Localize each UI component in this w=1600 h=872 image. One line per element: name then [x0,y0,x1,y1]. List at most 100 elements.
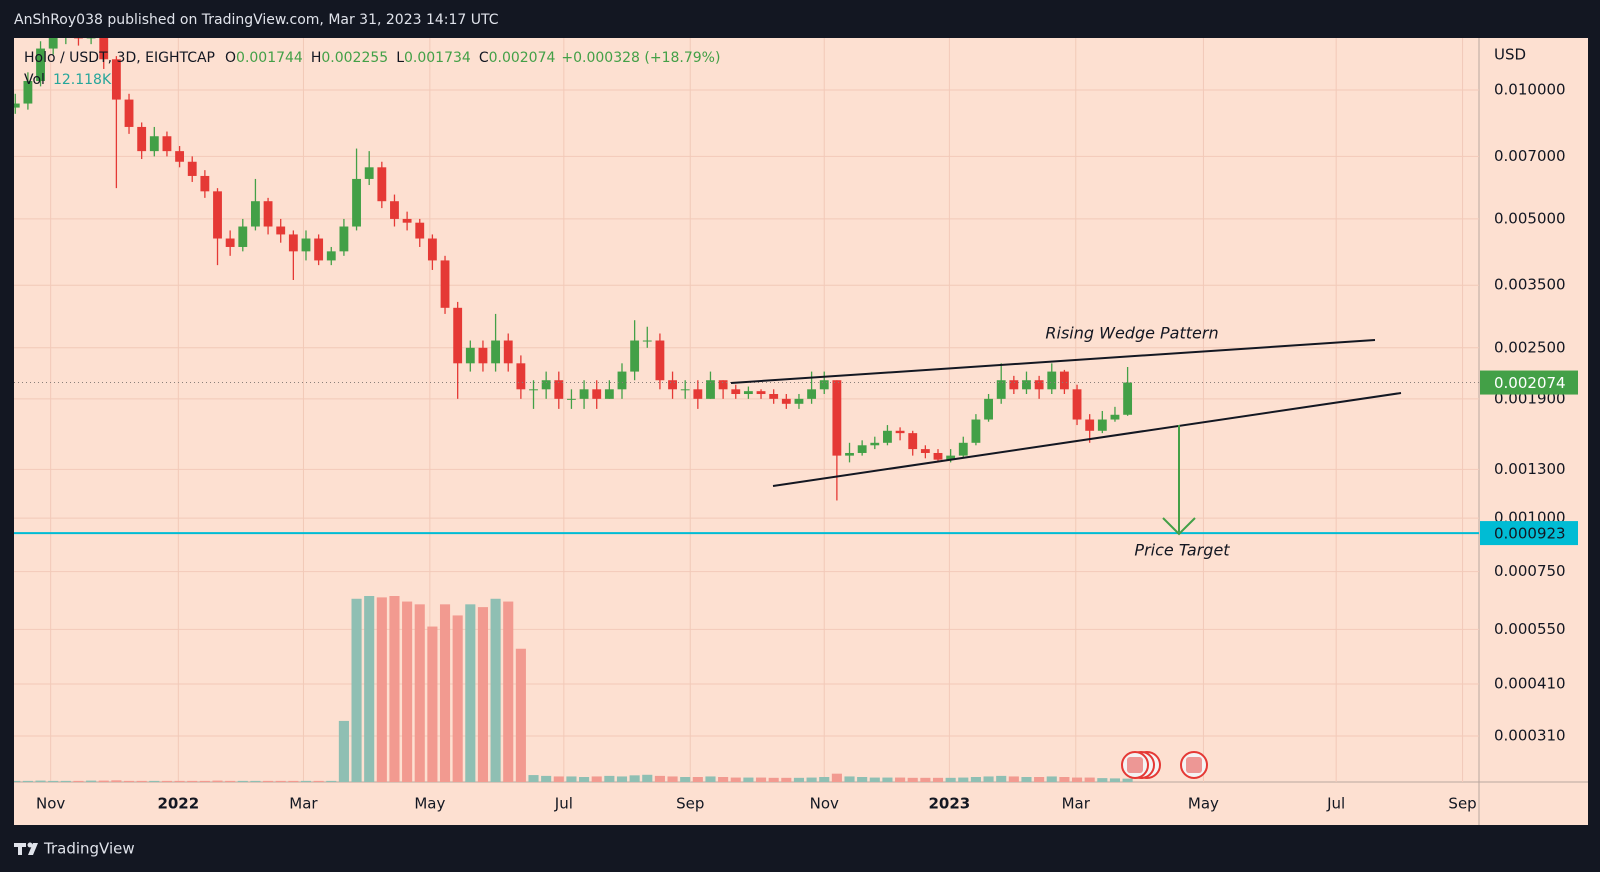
volume-bar [364,596,375,782]
volume-bar [857,777,868,782]
candle-body [301,238,311,252]
candle-body [149,136,159,152]
candle-body [491,340,501,364]
volume-bar [60,780,71,782]
x-tick-label: Nov [36,795,65,813]
volume-key: Vol [24,72,45,88]
candle-body [111,59,121,100]
volume-bar [579,777,590,782]
candle-body [668,380,677,390]
ohlc-key: C [479,50,489,66]
volume-bar [768,777,779,782]
volume-bar [755,777,767,782]
volume-bar [1046,776,1057,782]
volume-bar [1071,777,1083,782]
volume-bar [123,780,135,782]
candle-body [352,178,361,227]
volume-bar [477,607,489,782]
x-tick-label: May [1188,795,1219,813]
candle-body [996,380,1006,399]
volume-bar [844,776,855,782]
candle-body [1009,380,1019,390]
candle-body [1123,382,1133,415]
candle-body [680,389,690,391]
volume-bar [806,777,817,782]
candle-body [731,389,741,395]
candle-body [14,103,20,108]
candle-body [36,48,45,81]
volume-bar [642,774,653,782]
last-price-label: 0.002074 [1494,374,1566,392]
volume-bar [1109,778,1121,782]
volume-bar [98,780,109,782]
volume-bar [1021,777,1032,782]
tradingview-logo [14,842,38,855]
volume-bar [831,773,842,782]
candle-body [693,389,703,399]
x-tick-label: May [414,795,445,813]
volume-bar [288,780,299,782]
symbol: Holo / USDT, 3D, EIGHTCAP [24,50,215,66]
x-tick-label: 2023 [929,795,971,813]
candle-body [478,347,488,364]
candle-body [99,38,109,60]
candle-body [971,419,981,443]
volume-bar [604,775,615,782]
candle-body [617,371,627,390]
x-tick-label: 2022 [157,795,199,813]
candle-body [832,380,842,456]
candle-body [895,430,905,434]
ohlc-value: 0.001734 [404,50,471,66]
y-tick-label: 0.007000 [1494,147,1566,165]
candle-body [200,175,210,192]
volume-bar [629,775,640,782]
volume-bar [680,777,691,782]
volume-bar [86,780,97,782]
volume-bar [427,626,438,782]
volume-bar [819,777,830,782]
x-tick-label: Nov [810,795,839,813]
change: +0.000328 (+18.79%) [561,50,720,66]
candle-body [238,226,248,247]
ohlc-key: H [311,50,322,66]
y-tick-label: 0.003500 [1494,276,1566,294]
volume-bar [490,598,501,782]
candle-body [592,389,602,399]
candle-body [263,201,273,227]
candle-body [175,151,185,162]
volume-bar [920,777,931,782]
volume-bar [730,777,741,782]
candle-body [377,167,387,202]
candle-body [251,201,260,227]
candle-body [314,238,324,261]
volume-bar [73,780,84,782]
candle-body [908,433,918,450]
candle-body [427,238,437,261]
volume-bar [692,777,703,782]
volume-bar [566,776,577,782]
candle-body [1034,380,1044,390]
candle-body [288,234,298,252]
candle-body [339,226,349,252]
candle-body [541,380,551,390]
volume-bar [376,597,387,782]
volume-bar [263,780,274,782]
volume-bar [225,780,236,782]
volume-bar [793,777,805,782]
volume-bar [718,777,729,782]
candle-body [642,340,652,342]
volume-bar [1034,777,1045,782]
volume-bar [300,780,312,782]
x-tick-label: Jul [1326,795,1345,813]
candle-body [402,218,412,223]
volume-bar [983,776,994,782]
candle-body [225,238,235,247]
candle-body [870,442,880,446]
volume-bar [515,648,526,782]
y-tick-label: 0.000550 [1494,620,1566,638]
volume-bar [402,601,413,782]
candle-body [1072,389,1082,420]
candle-body [845,452,854,456]
candle-body [554,380,564,399]
candle-body [1059,371,1069,390]
